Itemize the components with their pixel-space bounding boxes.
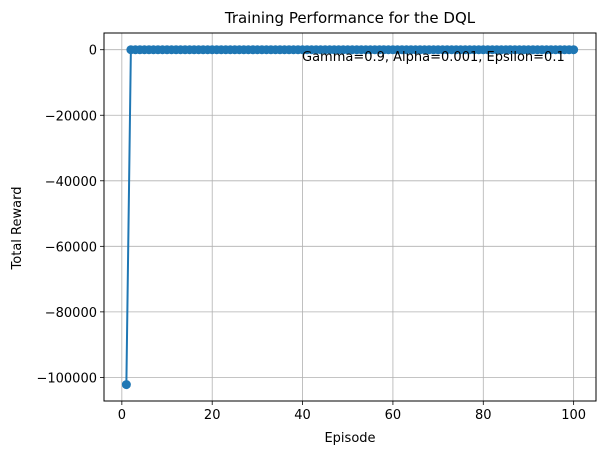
plot-frame <box>103 32 597 402</box>
x-tick-label: 80 <box>475 408 492 423</box>
x-tick-label: 60 <box>385 408 402 423</box>
y-tick-label: −40000 <box>45 175 97 190</box>
data-point <box>121 380 131 390</box>
parameters-annotation: Gamma=0.9, Alpha=0.001, Epsilon=0.1 <box>302 50 565 65</box>
ticks: 0 20 40 60 80 100 0 −20000 −40000 −60000 −80000 −10… <box>36 44 586 423</box>
y-tick-label: 0 <box>89 44 97 59</box>
x-tick-label: 20 <box>204 408 221 423</box>
x-axis-label: Episode <box>324 431 375 446</box>
data-point <box>569 45 579 55</box>
series-line <box>121 45 579 390</box>
x-tick-label: 0 <box>118 408 126 423</box>
y-tick-label: −20000 <box>45 109 97 124</box>
y-axis-label: Total Reward <box>10 187 25 271</box>
y-tick-label: −80000 <box>45 306 97 321</box>
x-tick-label: 100 <box>561 408 586 423</box>
y-tick-label: −100000 <box>36 371 97 386</box>
chart-title: Training Performance for the DQL <box>224 9 476 27</box>
series-line-path <box>125 48 574 385</box>
grid <box>104 33 596 401</box>
y-tick-label: −60000 <box>45 240 97 255</box>
x-tick-label: 40 <box>294 408 311 423</box>
